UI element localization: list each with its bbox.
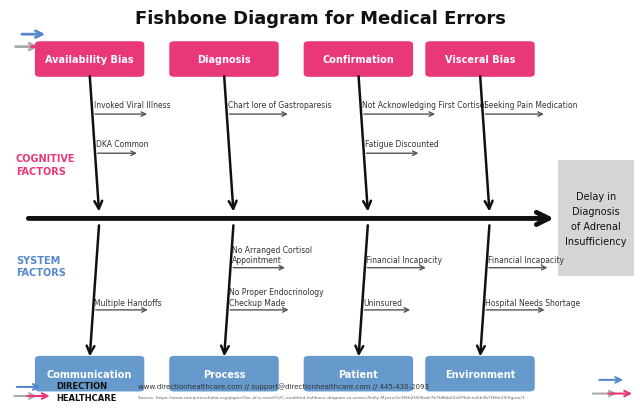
Text: DKA Common: DKA Common (96, 140, 148, 149)
FancyBboxPatch shape (304, 42, 413, 78)
Text: Confirmation: Confirmation (323, 55, 394, 65)
FancyBboxPatch shape (35, 356, 145, 392)
Text: Hospital Needs Shortage: Hospital Needs Shortage (484, 298, 580, 307)
Text: Availability Bias: Availability Bias (45, 55, 134, 65)
FancyBboxPatch shape (425, 356, 534, 392)
Text: Source: https://www.semanticscholar.org/paper/Use-of-a-novel%2C-modified-fishbon: Source: https://www.semanticscholar.org/… (138, 395, 524, 399)
Text: Uninsured: Uninsured (363, 298, 402, 307)
Text: Delay in
Diagnosis
of Adrenal
Insufficiency: Delay in Diagnosis of Adrenal Insufficie… (565, 192, 627, 246)
FancyBboxPatch shape (169, 42, 279, 78)
Text: Patient: Patient (339, 369, 378, 379)
Text: Chart lore of Gastroparesis: Chart lore of Gastroparesis (228, 101, 332, 110)
Text: Not Acknowledging First Cortisol: Not Acknowledging First Cortisol (362, 101, 487, 110)
Text: Diagnosis: Diagnosis (197, 55, 251, 65)
FancyBboxPatch shape (169, 356, 279, 392)
Text: Seeking Pain Medication: Seeking Pain Medication (484, 101, 577, 110)
FancyBboxPatch shape (304, 356, 413, 392)
Text: Visceral Bias: Visceral Bias (445, 55, 515, 65)
Text: Fishbone Diagram for Medical Errors: Fishbone Diagram for Medical Errors (134, 9, 506, 28)
Text: Financial Incapacity: Financial Incapacity (366, 256, 442, 265)
Text: Fatigue Discounted: Fatigue Discounted (365, 140, 438, 149)
Text: COGNITIVE
FACTORS: COGNITIVE FACTORS (16, 154, 76, 176)
Text: Financial Incapacity: Financial Incapacity (488, 256, 564, 265)
Text: No Proper Endocrinology
Checkup Made: No Proper Endocrinology Checkup Made (228, 287, 323, 307)
Text: Environment: Environment (445, 369, 515, 379)
Text: www.directionhealthcare.com // support@directionhealthcare.com // 445-430-2093: www.directionhealthcare.com // support@d… (138, 383, 429, 389)
FancyBboxPatch shape (35, 42, 145, 78)
FancyBboxPatch shape (558, 161, 634, 277)
Text: SYSTEM
FACTORS: SYSTEM FACTORS (16, 255, 66, 278)
FancyBboxPatch shape (425, 42, 534, 78)
Text: DIRECTION
HEALTHCARE: DIRECTION HEALTHCARE (56, 381, 116, 402)
Text: No Arranged Cortisol
Appointment: No Arranged Cortisol Appointment (232, 245, 312, 265)
Text: Invoked Viral Illness: Invoked Viral Illness (93, 101, 170, 110)
Text: Communication: Communication (47, 369, 132, 379)
Text: Multiple Handoffs: Multiple Handoffs (94, 298, 162, 307)
Text: Process: Process (203, 369, 245, 379)
